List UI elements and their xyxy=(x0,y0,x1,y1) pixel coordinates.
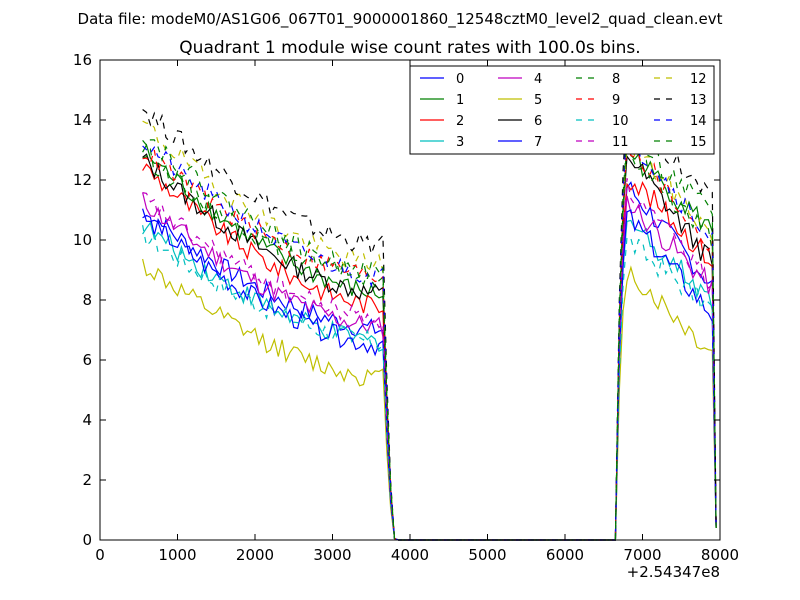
series-line-12 xyxy=(142,120,717,541)
x-tick-label: 8000 xyxy=(701,546,739,564)
legend-label-6: 6 xyxy=(534,114,542,129)
series-line-8 xyxy=(142,137,717,541)
y-tick-label: 10 xyxy=(73,231,92,249)
series-line-4 xyxy=(142,192,717,541)
series-line-11 xyxy=(142,177,717,541)
series-line-10 xyxy=(142,225,717,541)
legend-label-3: 3 xyxy=(456,135,464,150)
legend-label-0: 0 xyxy=(456,72,464,87)
x-tick-label: 1000 xyxy=(158,546,196,564)
series-line-5 xyxy=(142,258,717,541)
legend-label-5: 5 xyxy=(534,93,542,108)
legend-label-12: 12 xyxy=(690,72,707,87)
series-line-7 xyxy=(142,209,717,541)
y-tick-label: 14 xyxy=(73,111,92,129)
legend-label-11: 11 xyxy=(612,135,629,150)
y-tick-label: 0 xyxy=(82,531,92,549)
y-tick-label: 4 xyxy=(82,411,92,429)
series-line-15 xyxy=(142,131,717,541)
legend-label-15: 15 xyxy=(690,135,707,150)
x-tick-label: 5000 xyxy=(468,546,506,564)
plot-series xyxy=(142,102,717,541)
y-tick-label: 12 xyxy=(73,171,92,189)
legend-label-14: 14 xyxy=(690,114,707,129)
y-tick-label: 6 xyxy=(82,351,92,369)
x-tick-label: 3000 xyxy=(313,546,351,564)
x-tick-label: 7000 xyxy=(623,546,661,564)
y-tick-label: 8 xyxy=(82,291,92,309)
x-tick-label: 6000 xyxy=(546,546,584,564)
legend-frame xyxy=(409,65,715,155)
legend-label-2: 2 xyxy=(456,114,464,129)
series-line-3 xyxy=(142,219,717,541)
x-tick-label: 0 xyxy=(95,546,105,564)
series-line-6 xyxy=(142,153,717,541)
legend-label-9: 9 xyxy=(612,93,620,108)
series-line-14 xyxy=(142,121,717,541)
legend-label-10: 10 xyxy=(612,114,629,129)
series-line-13 xyxy=(142,102,717,541)
x-tick-label: 4000 xyxy=(391,546,429,564)
x-offset-label: +2.54347e8 xyxy=(627,563,720,581)
chart-title: Quadrant 1 module wise count rates with … xyxy=(179,38,640,58)
series-line-9 xyxy=(142,145,717,541)
suptitle: Data file: modeM0/AS1G06_067T01_90000018… xyxy=(78,10,723,29)
legend-label-1: 1 xyxy=(456,93,464,108)
legend-label-13: 13 xyxy=(690,93,707,108)
x-axis: 0 1000 2000 3000 4000 5000 6000 7000 8000 xyxy=(95,60,739,564)
legend-label-7: 7 xyxy=(534,135,542,150)
y-tick-label: 2 xyxy=(82,471,92,489)
legend-label-8: 8 xyxy=(612,72,620,87)
series-line-0 xyxy=(142,181,717,541)
legend-label-4: 4 xyxy=(534,72,542,87)
y-tick-label: 16 xyxy=(73,51,92,69)
x-tick-label: 2000 xyxy=(236,546,274,564)
